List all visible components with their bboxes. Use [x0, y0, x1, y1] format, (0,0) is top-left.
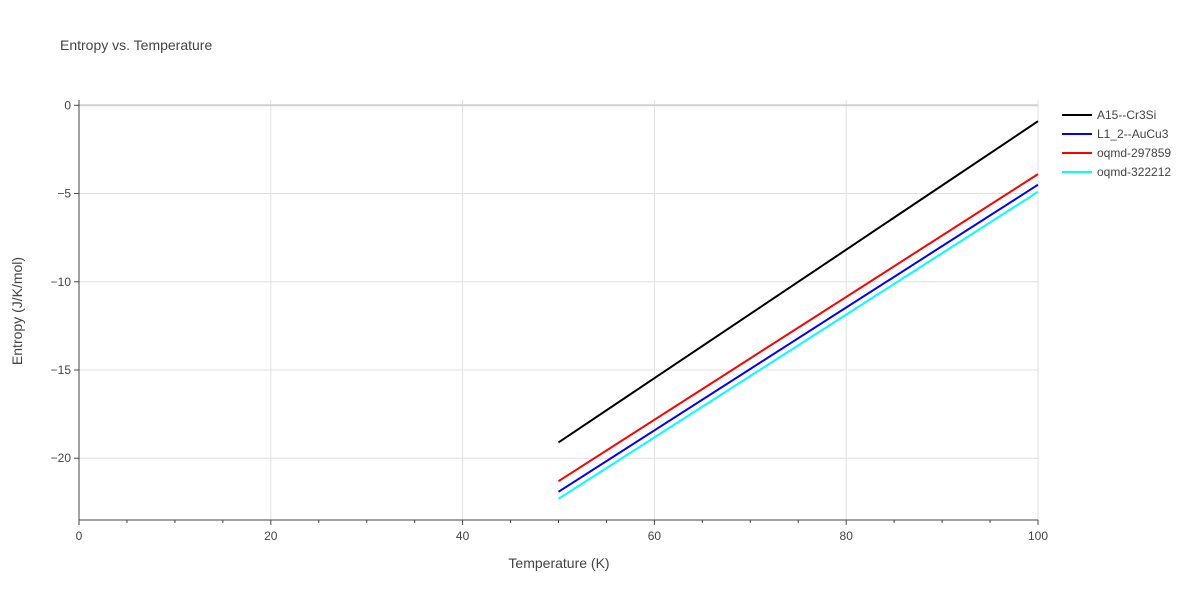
series-line-3[interactable] [557, 190, 1039, 500]
y-tick-label: −15 [51, 363, 72, 377]
plot-area [557, 120, 1039, 500]
series-line-0[interactable] [557, 120, 1039, 444]
x-tick-label: 20 [264, 529, 278, 543]
y-tick-label: −20 [51, 451, 72, 465]
legend-label: oqmd-322212 [1097, 165, 1171, 179]
axes: 0 20 40 60 80 100 0 −5 −10 −15 −20 [51, 98, 1049, 543]
grid [79, 100, 1039, 520]
series-line-2[interactable] [557, 173, 1039, 483]
y-tick-label: 0 [64, 98, 71, 112]
y-tick-label: −5 [57, 187, 71, 201]
legend[interactable]: A15--Cr3Si L1_2--AuCu3 oqmd-297859 oqmd-322… [1062, 108, 1171, 179]
x-tick-label: 60 [648, 529, 662, 543]
legend-label: L1_2--AuCu3 [1097, 127, 1169, 141]
y-tick-label: −10 [51, 275, 72, 289]
legend-item[interactable]: A15--Cr3Si [1062, 108, 1156, 122]
legend-item[interactable]: oqmd-297859 [1062, 146, 1171, 160]
legend-label: oqmd-297859 [1097, 146, 1171, 160]
x-tick-label: 100 [1028, 529, 1048, 543]
legend-item[interactable]: L1_2--AuCu3 [1062, 127, 1169, 141]
x-tick-label: 0 [76, 529, 83, 543]
x-tick-label: 40 [456, 529, 470, 543]
x-axis-title: Temperature (K) [508, 555, 609, 571]
legend-label: A15--Cr3Si [1097, 108, 1156, 122]
chart-title: Entropy vs. Temperature [60, 37, 212, 53]
y-axis-title: Entropy (J/K/mol) [9, 257, 25, 365]
series-line-1[interactable] [557, 183, 1039, 493]
x-tick-label: 80 [840, 529, 854, 543]
legend-item[interactable]: oqmd-322212 [1062, 165, 1171, 179]
